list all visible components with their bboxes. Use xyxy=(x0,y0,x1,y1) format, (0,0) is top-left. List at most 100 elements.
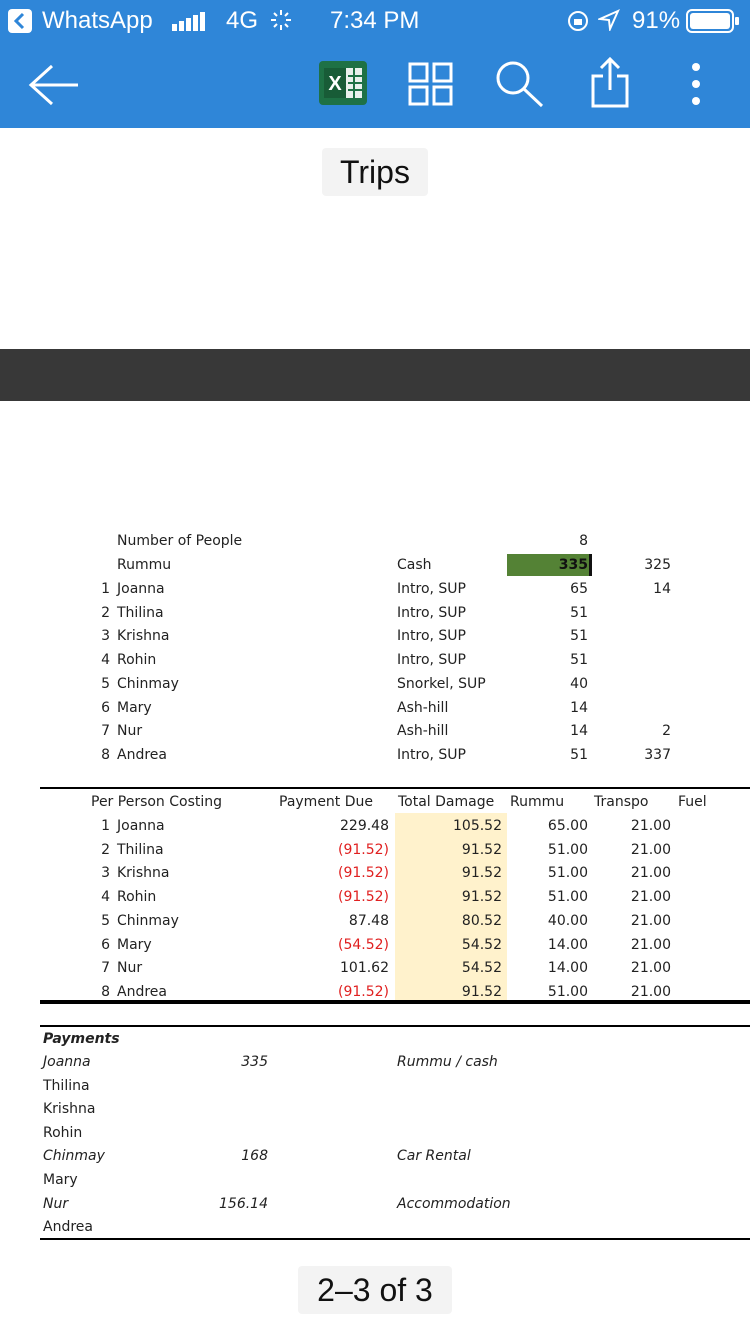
clock: 7:34 PM xyxy=(330,7,420,34)
row-number: 1 xyxy=(101,818,110,834)
payer-name: Chinmay xyxy=(43,1148,105,1165)
payment-due-value: 87.48 xyxy=(348,912,389,929)
payment-due-value: (54.52) xyxy=(337,936,389,953)
payer-name: Andrea xyxy=(43,1219,93,1236)
row-number: 2 xyxy=(101,841,110,858)
person-name: Joanna xyxy=(117,818,165,834)
transpo-value: 21.00 xyxy=(630,960,671,977)
activity-cost: 51 xyxy=(570,628,588,645)
person-name: Chinmay xyxy=(117,912,179,929)
payer-name: Rohin xyxy=(43,1124,83,1141)
excel-app-icon[interactable]: X xyxy=(318,60,368,106)
grid-view-icon[interactable] xyxy=(408,62,454,111)
transpo-header: Transpo xyxy=(594,794,649,810)
payer-name: Thilina xyxy=(43,1077,90,1094)
person-name: Mary xyxy=(117,699,152,716)
payment-due-value: (91.52) xyxy=(337,983,389,1000)
extra-value: 14 xyxy=(653,581,671,597)
total-damage-header: Total Damage xyxy=(398,794,495,810)
rummu-value: 51.00 xyxy=(547,841,588,858)
activity-cost: 51 xyxy=(570,746,588,763)
total-damage-value: 105.52 xyxy=(453,818,502,834)
person-name: Mary xyxy=(117,936,152,953)
activity-label: Ash-hill xyxy=(397,723,449,740)
app-header: WhatsApp 4G 7:34 PM 91% xyxy=(0,0,750,128)
transpo-value: 21.00 xyxy=(630,865,671,882)
row-number: 2 xyxy=(101,604,110,621)
row-number: 5 xyxy=(101,675,110,692)
rummu-value: 14.00 xyxy=(547,960,588,977)
rummu-value: 65.00 xyxy=(547,818,588,834)
search-icon[interactable] xyxy=(494,60,546,113)
payer-name: Nur xyxy=(43,1195,69,1212)
orientation-lock-icon xyxy=(566,9,590,40)
activity-label: Snorkel, SUP xyxy=(397,675,486,692)
activity-cost: 40 xyxy=(570,675,588,692)
total-damage-value: 91.52 xyxy=(461,841,502,858)
back-arrow-icon[interactable] xyxy=(28,64,80,111)
row-number: 3 xyxy=(101,628,110,645)
number-of-people-value: 8 xyxy=(579,533,588,549)
row-number: 3 xyxy=(101,865,110,882)
person-name: Andrea xyxy=(117,983,167,1000)
activity-cost: 51 xyxy=(570,652,588,669)
payment-due-header: Payment Due xyxy=(279,794,374,810)
activity-label: Ash-hill xyxy=(397,699,449,716)
more-options-icon[interactable] xyxy=(690,62,702,111)
activity-label: Intro, SUP xyxy=(397,652,466,669)
cash-cell-border xyxy=(589,554,592,576)
number-of-people-label: Number of People xyxy=(117,533,243,549)
row-number: 6 xyxy=(101,936,110,953)
loading-spinner-icon xyxy=(270,9,292,38)
row-number: 1 xyxy=(101,581,110,597)
fuel-header: Fuel xyxy=(678,794,707,810)
activity-cost: 14 xyxy=(570,723,588,740)
back-app-label[interactable]: WhatsApp xyxy=(42,7,153,34)
section3-bottom-border xyxy=(40,1238,750,1240)
cash-highlight-cell xyxy=(507,554,591,576)
total-damage-fill xyxy=(395,813,507,1000)
share-icon[interactable] xyxy=(590,56,630,113)
network-label: 4G xyxy=(226,7,259,34)
rummu-value: 14.00 xyxy=(547,936,588,953)
row-number: 4 xyxy=(101,652,110,669)
battery-label: 91% xyxy=(632,7,681,34)
payment-amount: 156.14 xyxy=(219,1195,268,1212)
activity-label: Intro, SUP xyxy=(397,628,466,645)
total-damage-value: 91.52 xyxy=(461,865,502,882)
person-name: Chinmay xyxy=(117,675,179,692)
payment-note: Rummu / cash xyxy=(397,1054,498,1070)
rummu-value: 51.00 xyxy=(547,889,588,906)
total-damage-value: 54.52 xyxy=(461,936,502,953)
payment-due-value: (91.52) xyxy=(337,865,389,882)
extra-value: 2 xyxy=(662,723,671,740)
rummu-header: Rummu xyxy=(510,794,565,810)
activity-label: Intro, SUP xyxy=(397,604,466,621)
rummu-label: Rummu xyxy=(117,557,172,573)
payment-amount: 168 xyxy=(241,1148,268,1165)
transpo-value: 21.00 xyxy=(630,912,671,929)
row-number: 8 xyxy=(101,746,110,763)
payments-title: Payments xyxy=(43,1031,120,1047)
person-name: Krishna xyxy=(117,865,170,882)
activity-cost: 14 xyxy=(570,699,588,716)
section2-bottom-border xyxy=(40,1000,750,1004)
page-indicator: 2–3 of 3 xyxy=(298,1266,452,1314)
transpo-value: 21.00 xyxy=(630,818,671,834)
person-name: Rohin xyxy=(117,652,157,669)
payment-note: Car Rental xyxy=(397,1148,471,1165)
row-number: 7 xyxy=(101,723,110,740)
activity-label: Intro, SUP xyxy=(397,746,466,763)
payer-name: Mary xyxy=(43,1172,78,1188)
total-damage-value: 54.52 xyxy=(461,960,502,977)
cash-extra-value: 325 xyxy=(644,557,671,573)
activity-label: Intro, SUP xyxy=(397,581,466,597)
section2-top-border xyxy=(40,787,750,789)
back-to-app-icon[interactable] xyxy=(8,9,32,33)
per-person-costing-header: Per Person Costing xyxy=(91,794,223,810)
total-damage-value: 91.52 xyxy=(461,889,502,906)
rummu-value: 51.00 xyxy=(547,865,588,882)
payment-amount: 335 xyxy=(241,1054,268,1070)
transpo-value: 21.00 xyxy=(630,841,671,858)
